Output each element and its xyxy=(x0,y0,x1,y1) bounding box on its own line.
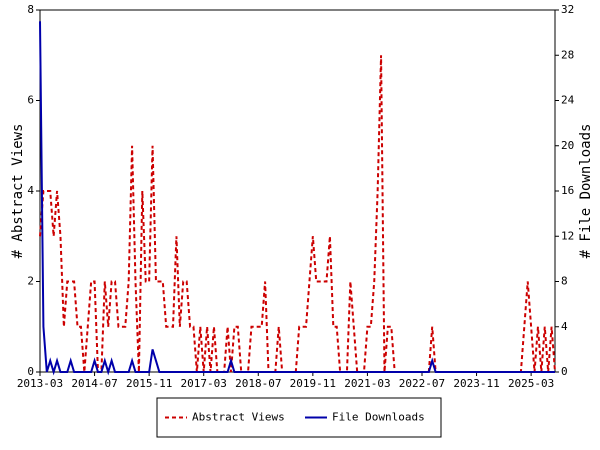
y2-tick-label: 0 xyxy=(561,365,568,378)
x-tick-label: 2014-07 xyxy=(71,377,117,390)
x-tick-label: 2018-07 xyxy=(235,377,281,390)
y2-axis-title: # File Downloads xyxy=(578,124,594,259)
y2-tick-label: 4 xyxy=(561,320,568,333)
y2-tick-label: 32 xyxy=(561,3,574,16)
y2-tick-label: 24 xyxy=(561,94,575,107)
x-tick-label: 2023-11 xyxy=(453,377,499,390)
legend-box xyxy=(156,397,442,438)
y2-tick-label: 20 xyxy=(561,139,574,152)
y-axis-title: # Abstract Views xyxy=(10,124,26,259)
y-tick-label: 0 xyxy=(27,365,34,378)
y2-tick-label: 16 xyxy=(561,184,574,197)
y-tick-label: 6 xyxy=(27,94,34,107)
x-tick-label: 2022-07 xyxy=(399,377,445,390)
y-tick-label: 2 xyxy=(27,275,34,288)
y-tick-label: 4 xyxy=(27,184,34,197)
x-tick-label: 2019-11 xyxy=(290,377,336,390)
legend-label: File Downloads xyxy=(332,411,425,424)
y2-tick-label: 12 xyxy=(561,229,574,242)
x-tick-label: 2025-03 xyxy=(508,377,554,390)
y2-tick-label: 8 xyxy=(561,275,568,288)
y2-tick-label: 28 xyxy=(561,48,574,61)
series-line xyxy=(39,21,555,376)
x-tick-label: 2017-03 xyxy=(181,377,227,390)
y-tick-label: 8 xyxy=(27,3,34,16)
x-tick-label: 2021-03 xyxy=(344,377,390,390)
x-tick-label: 2015-11 xyxy=(126,377,172,390)
legend-label: Abstract Views xyxy=(192,411,285,424)
x-tick-label: 2013-03 xyxy=(17,377,63,390)
series-line xyxy=(39,55,556,373)
